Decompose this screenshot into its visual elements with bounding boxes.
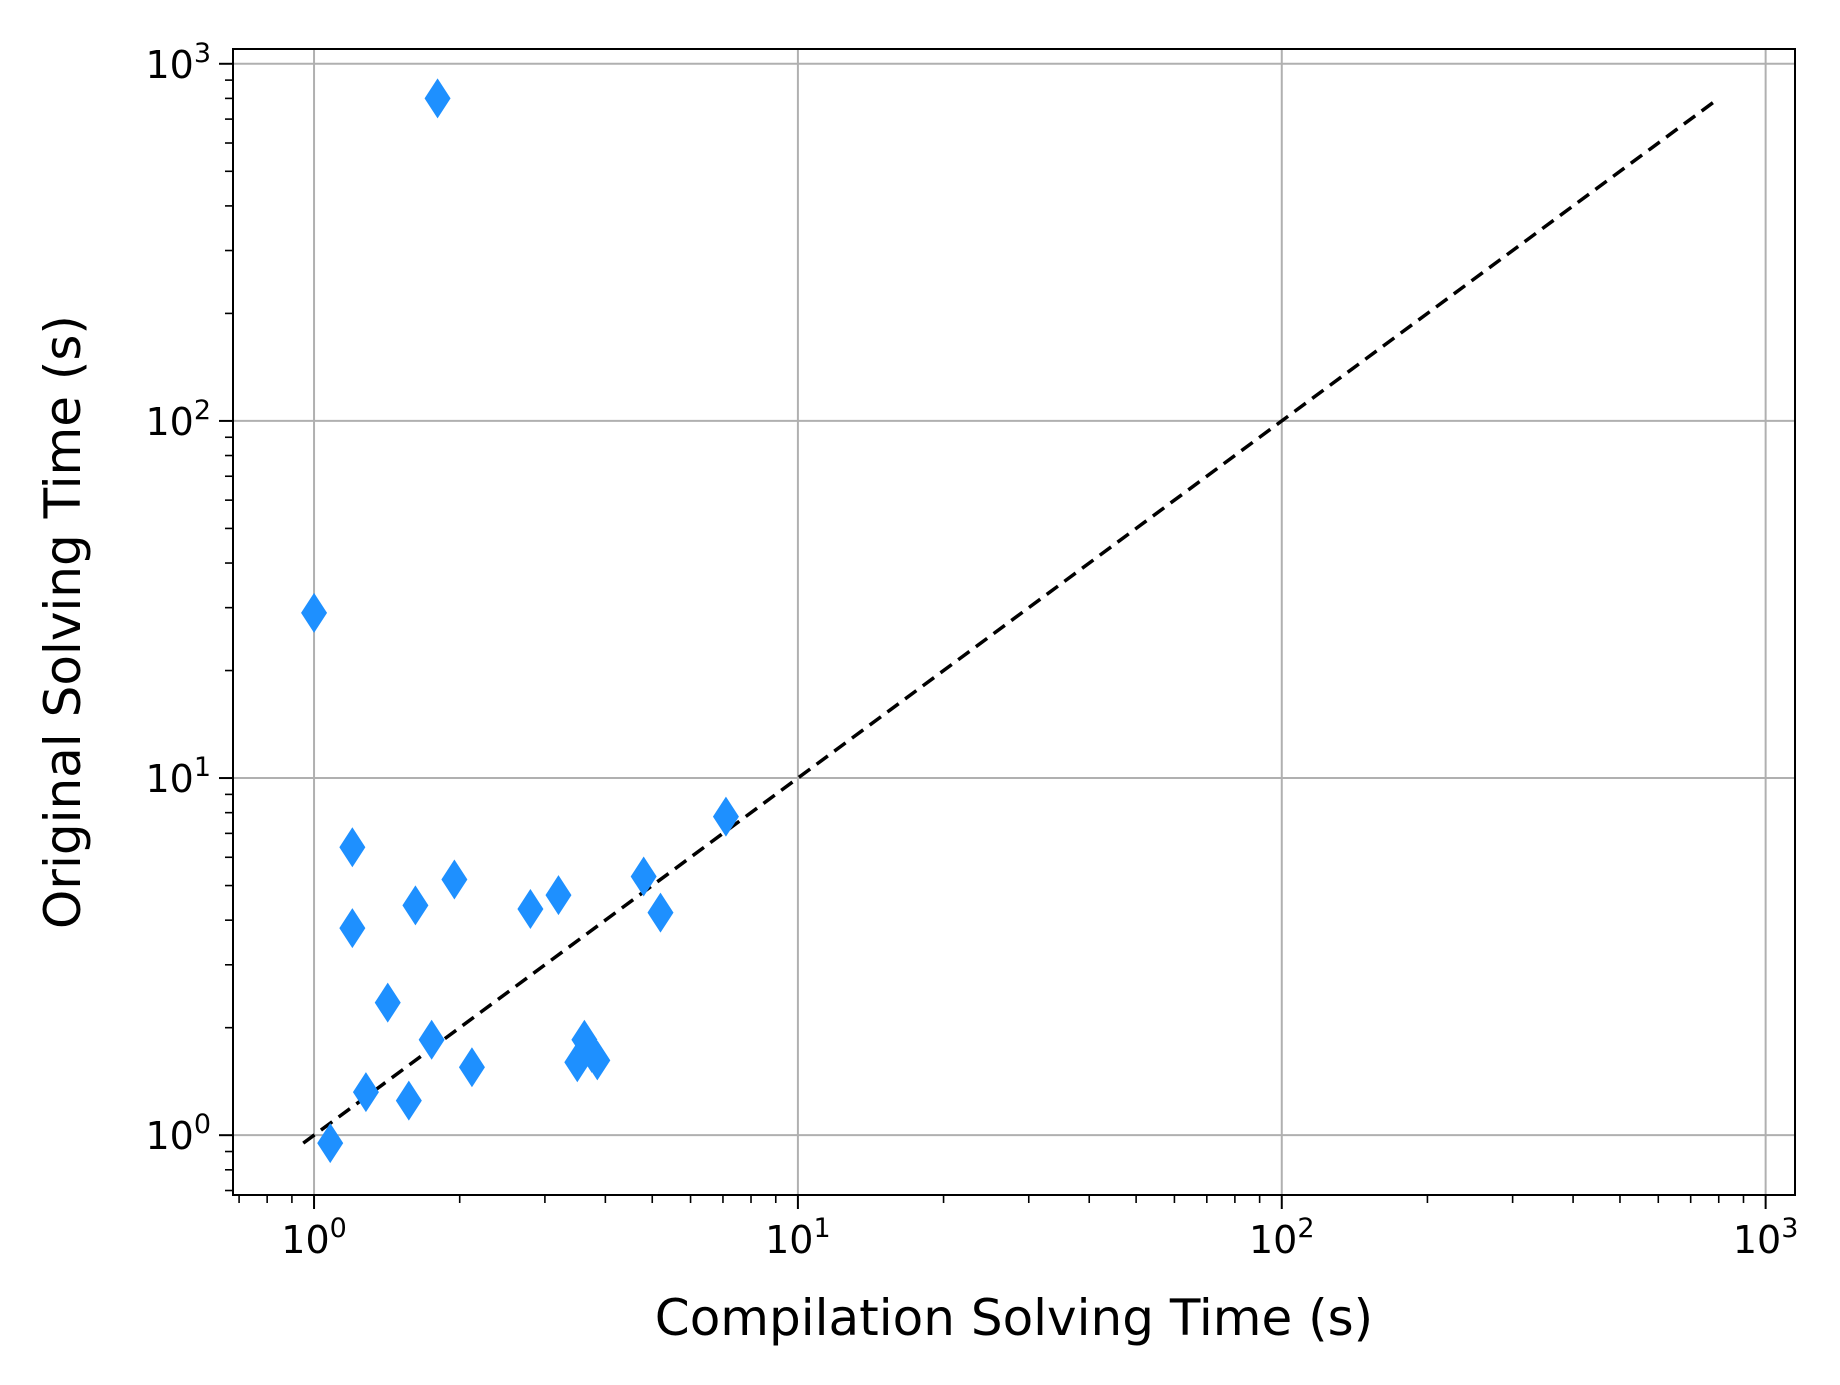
- data-point: [545, 875, 572, 916]
- data-point: [339, 908, 366, 949]
- x-tick-label-exponent: 3: [1781, 1213, 1798, 1244]
- data-point: [584, 1040, 611, 1081]
- y-tick-label-base: 10: [145, 400, 193, 444]
- x-tick-label-base: 10: [1249, 1218, 1297, 1262]
- plot-frame: [232, 48, 1796, 1196]
- y-tick-label: 103: [145, 38, 211, 87]
- data-point: [317, 1123, 344, 1164]
- x-tick-label: 101: [765, 1213, 831, 1262]
- data-point: [712, 796, 739, 837]
- y-tick-label-exponent: 0: [194, 1109, 211, 1140]
- y-tick-label-base: 10: [145, 757, 193, 801]
- minor-ticks: [225, 79, 1745, 1203]
- x-tick-label-exponent: 1: [813, 1213, 830, 1244]
- x-tick-label-base: 10: [281, 1218, 329, 1262]
- x-tick-label: 103: [1733, 1213, 1799, 1262]
- x-tick-label-exponent: 0: [330, 1213, 347, 1244]
- data-point: [402, 885, 429, 926]
- grid-lines: [233, 49, 1795, 1195]
- y-tick-label-base: 10: [145, 43, 193, 87]
- major-ticks: [219, 62, 1767, 1209]
- data-point: [647, 892, 674, 933]
- reference-line: [302, 96, 1720, 1145]
- y-tick-label-exponent: 3: [194, 38, 211, 69]
- y-tick-label-exponent: 1: [194, 752, 211, 783]
- x-tick-label-base: 10: [1733, 1218, 1781, 1262]
- reference-line-group: [302, 96, 1720, 1145]
- data-point: [441, 859, 468, 900]
- y-tick-label: 101: [145, 752, 211, 801]
- data-point: [395, 1080, 422, 1121]
- y-tick-label-exponent: 2: [194, 395, 211, 426]
- data-point: [424, 78, 451, 119]
- y-tick-label: 102: [145, 395, 211, 444]
- x-tick-label: 100: [281, 1213, 347, 1262]
- x-tick-label-exponent: 2: [1297, 1213, 1314, 1244]
- data-point: [517, 888, 544, 929]
- data-point: [374, 982, 401, 1023]
- data-point: [458, 1047, 485, 1088]
- data-point: [339, 827, 366, 868]
- x-tick-label-base: 10: [765, 1218, 813, 1262]
- data-point: [418, 1019, 445, 1060]
- data-point: [630, 856, 657, 897]
- y-tick-label: 100: [145, 1109, 211, 1158]
- data-point: [352, 1072, 379, 1113]
- x-tick-label: 102: [1249, 1213, 1315, 1262]
- y-tick-label-base: 10: [145, 1114, 193, 1158]
- data-point: [301, 592, 328, 633]
- x-axis-label: Compilation Solving Time (s): [655, 1289, 1373, 1347]
- data-points: [301, 78, 739, 1164]
- y-axis-label: Original Solving Time (s): [34, 315, 92, 929]
